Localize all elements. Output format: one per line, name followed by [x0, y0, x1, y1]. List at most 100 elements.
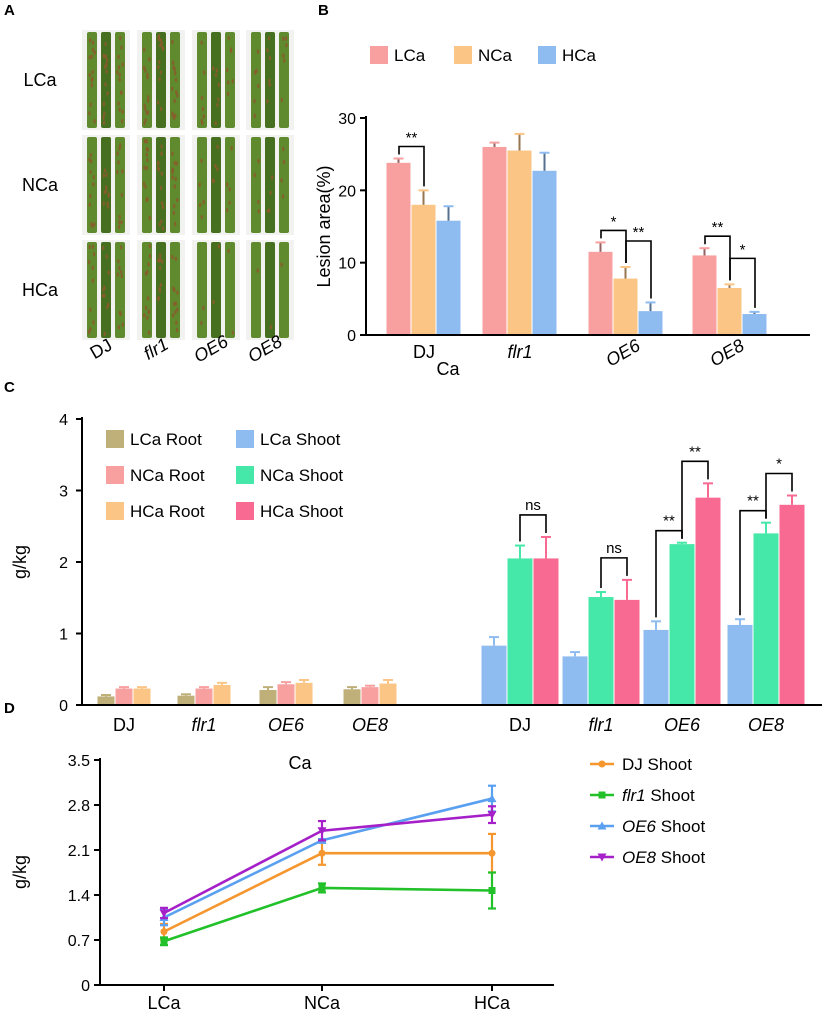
lesion-spot [118, 265, 121, 271]
lesion-spot [121, 169, 124, 174]
lesion-spot [147, 309, 151, 314]
lesion-spot [157, 296, 160, 302]
lesion-spot [227, 248, 230, 254]
leaf-blade [225, 242, 235, 338]
lesion-spot [201, 120, 204, 126]
legend-label-suffix: Shoot [656, 817, 705, 836]
marker-triangle-down [317, 827, 327, 836]
bar-hca-shoot-oe6 [695, 497, 721, 705]
lesion-spot [160, 106, 163, 112]
bar-lca-root-oe6 [259, 689, 277, 705]
leaf-blade [211, 32, 221, 128]
legend-label: HCa Shoot [260, 502, 343, 521]
lesion-spot [280, 97, 283, 103]
legend-swatch [236, 430, 254, 448]
lesion-spot [171, 175, 174, 180]
lesion-spot [118, 72, 121, 77]
lesion-spot [159, 70, 163, 75]
lesion-spot [231, 330, 235, 335]
legend-label-name: flr1 [622, 786, 646, 805]
x-tick-label-oe8: OE8 [352, 715, 388, 735]
lesion-spot [173, 184, 176, 189]
leaf-blade [279, 137, 289, 233]
legend-item-dj: DJ Shoot [590, 755, 692, 774]
bar-lca-shoot-dj [481, 645, 507, 705]
lesion-spot [160, 201, 164, 206]
lesion-spot [101, 245, 105, 251]
y-tick-label: 3.5 [68, 753, 90, 770]
lesion-spot [119, 311, 122, 317]
bar-lca-shoot-flr1 [562, 656, 588, 705]
lesion-spot [271, 175, 274, 180]
lesion-spot [173, 98, 176, 104]
lesion-spot [91, 40, 95, 45]
lesion-spot [175, 327, 179, 333]
lesion-spot [148, 253, 152, 259]
bar-hca-dj [436, 220, 461, 335]
significance-bracket [398, 145, 425, 187]
lesion-spot [146, 110, 150, 115]
legend-label-suffix: Shoot [646, 786, 695, 805]
significance-label: ** [689, 443, 701, 460]
lesion-spot [120, 45, 123, 50]
leaf-blade [211, 137, 221, 233]
x-tick-label-dj: DJ [113, 715, 135, 735]
lesion-spot [227, 80, 230, 85]
lesion-spot [158, 288, 162, 294]
lesion-spot [175, 320, 178, 325]
lesion-spot [146, 75, 149, 80]
lesion-spot [104, 185, 108, 190]
lesion-spot [215, 68, 219, 73]
lesion-spot [266, 208, 270, 214]
lesion-spot [103, 64, 107, 70]
lesion-spot [120, 273, 123, 279]
lesion-spot [160, 144, 163, 149]
marker-triangle [597, 821, 607, 830]
marker-triangle-down [487, 811, 497, 820]
x-tick-label-hca: HCa [474, 993, 511, 1013]
lesion-spot [228, 200, 231, 205]
lesion-spot [120, 192, 124, 198]
leaf-blade [211, 242, 221, 338]
x-axis-title: Ca [436, 359, 460, 379]
lesion-spot [282, 53, 285, 58]
lesion-spot [161, 45, 164, 51]
lesion-spot [212, 66, 215, 71]
leaf-photo-hca-oe6 [192, 240, 240, 340]
lesion-spot [256, 49, 260, 54]
lesion-spot [89, 169, 92, 175]
y-tick-label: 30 [338, 111, 356, 128]
legend-label-name: OE8 [622, 848, 657, 867]
lesion-spot [256, 268, 259, 273]
lesion-spot [116, 272, 119, 277]
lesion-spot [172, 210, 176, 216]
lesion-spot [146, 147, 149, 152]
lesion-spot [160, 219, 163, 224]
lesion-spot [88, 55, 91, 60]
lesion-spot [118, 107, 121, 112]
x-tick-label-dj: DJ [413, 342, 435, 362]
legend-label: NCa Shoot [260, 466, 343, 485]
lesion-spot [146, 98, 150, 104]
series-line [163, 886, 493, 943]
bar-lca-oe6 [588, 251, 613, 335]
x-tick-label-oe8: OE8 [748, 715, 784, 735]
leaf-photo-nca-flr1 [137, 135, 185, 235]
bar-lca-oe8 [692, 255, 717, 335]
lesion-spot [173, 160, 176, 166]
leaf-photo-nca-oe6 [192, 135, 240, 235]
lesion-spot [148, 57, 151, 62]
lesion-spot [90, 83, 94, 88]
significance-label: * [776, 456, 782, 473]
lesion-spot [121, 322, 125, 327]
lesion-spot [102, 115, 105, 120]
lesion-spot [156, 100, 160, 105]
leaf-photo-lca-dj [82, 30, 130, 130]
leaf-photo-hca-oe8 [246, 240, 294, 340]
lesion-spot [92, 252, 96, 257]
lesion-spot [104, 41, 107, 47]
lesion-spot [175, 161, 178, 166]
lesion-spot [253, 70, 257, 75]
leaf-blade [251, 137, 261, 233]
lesion-spot [144, 184, 147, 190]
